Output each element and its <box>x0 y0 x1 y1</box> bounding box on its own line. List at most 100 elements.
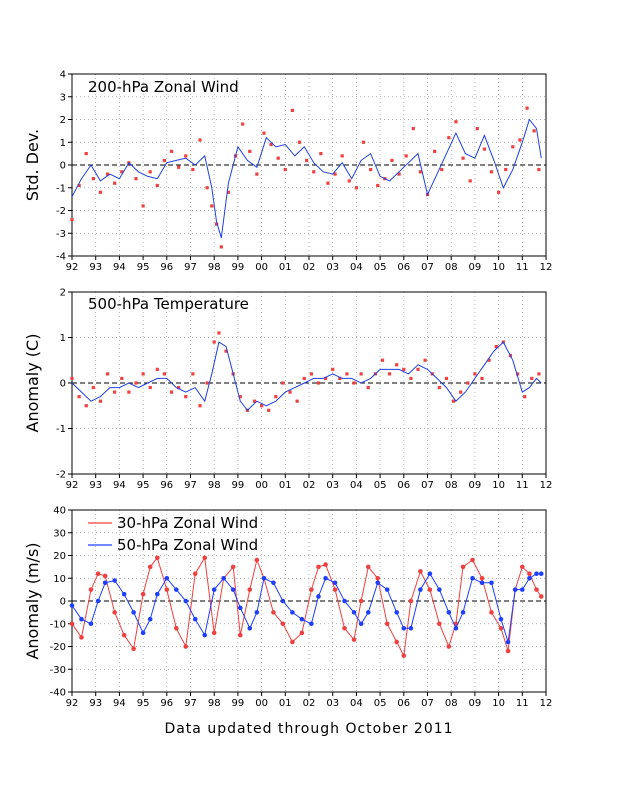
data-point <box>505 648 511 654</box>
data-point <box>254 557 260 563</box>
data-point <box>309 587 314 592</box>
data-point <box>454 120 458 124</box>
x-tick-label: 12 <box>540 262 553 273</box>
y-axis-label: Anomaly (C) <box>23 334 42 433</box>
data-point <box>418 569 423 574</box>
data-point <box>470 557 475 563</box>
x-tick-label: 95 <box>137 262 150 273</box>
data-point <box>527 571 532 576</box>
x-tick-label: 06 <box>397 480 410 491</box>
data-point <box>98 399 103 403</box>
data-point <box>446 644 452 649</box>
data-point <box>451 399 456 403</box>
data-point <box>473 372 477 376</box>
data-point <box>408 626 414 631</box>
data-point <box>271 610 276 615</box>
data-point <box>401 626 407 631</box>
data-point <box>418 170 422 174</box>
y-tick-label: -2 <box>56 470 66 481</box>
data-point <box>512 587 518 592</box>
data-point <box>468 179 472 183</box>
data-point <box>184 154 188 158</box>
y-tick-label: -10 <box>50 619 66 630</box>
data-point <box>105 172 110 176</box>
x-tick-label: 07 <box>421 480 434 491</box>
data-point <box>164 575 170 581</box>
data-point <box>262 131 266 135</box>
data-point <box>461 156 465 160</box>
y-tick-label: 20 <box>53 551 66 562</box>
data-point <box>290 639 295 645</box>
data-point <box>226 190 231 194</box>
data-point <box>267 408 271 412</box>
x-tick-label: 11 <box>516 698 529 709</box>
y-axis-label: Anomaly (m/s) <box>23 542 42 659</box>
data-point <box>237 632 243 638</box>
data-point <box>127 390 131 394</box>
x-tick-label: 12 <box>540 480 553 491</box>
data-point <box>210 204 214 208</box>
data-point <box>427 587 433 592</box>
y-tick-label: -20 <box>50 642 66 653</box>
data-point <box>147 616 153 622</box>
x-tick-label: 05 <box>374 262 387 273</box>
data-point <box>205 186 209 190</box>
data-point <box>69 603 75 608</box>
x-tick-label: 94 <box>113 480 126 491</box>
data-point <box>155 183 159 188</box>
x-tick-label: 92 <box>66 262 79 273</box>
data-point <box>202 632 208 638</box>
data-point <box>169 149 174 153</box>
y-tick-label: -3 <box>56 229 66 240</box>
data-point <box>121 632 127 638</box>
y-tick-label: 0 <box>60 597 66 608</box>
data-point <box>411 127 415 131</box>
x-tick-label: 01 <box>279 698 292 709</box>
panel-title: 200-hPa Zonal Wind <box>88 78 239 96</box>
data-point <box>77 183 81 188</box>
data-point <box>375 580 381 586</box>
data-point <box>352 381 356 385</box>
x-tick-label: 04 <box>350 262 363 273</box>
data-point <box>70 218 74 222</box>
data-point <box>283 167 287 172</box>
data-point <box>416 367 420 371</box>
data-point <box>376 183 380 188</box>
y-tick-label: 2 <box>60 115 66 126</box>
data-point <box>332 587 338 592</box>
x-tick-label: 94 <box>113 262 126 273</box>
data-point <box>319 152 323 156</box>
data-point <box>214 222 219 226</box>
data-point <box>95 571 101 576</box>
y-tick-label: 0 <box>60 161 66 172</box>
data-point <box>120 170 124 174</box>
x-tick-label: 05 <box>374 698 387 709</box>
data-point <box>91 177 95 181</box>
data-point <box>95 598 101 604</box>
data-point <box>402 367 406 371</box>
data-point <box>380 358 385 362</box>
data-marks <box>70 331 542 412</box>
data-point <box>525 106 529 110</box>
x-tick-label: 06 <box>397 262 410 273</box>
x-tick-label: 03 <box>326 480 339 491</box>
data-point <box>323 562 328 567</box>
data-point <box>221 575 226 581</box>
y-tick-label: -2 <box>56 206 66 217</box>
data-point <box>390 158 394 163</box>
panel-stratospheric-zonal-wind: 92 93 94 95 96 97 98 99 00 01 02 03 04 05 06 07 08 09 10 11… <box>23 506 552 710</box>
data-point <box>70 376 74 381</box>
x-tick-label: 99 <box>232 262 245 273</box>
data-point <box>252 399 257 403</box>
x-tick-label: 97 <box>184 480 197 491</box>
data-point <box>155 591 160 597</box>
x-tick-label: 02 <box>303 480 316 491</box>
data-point <box>365 610 371 615</box>
y-tick-label: 40 <box>53 506 66 517</box>
data-point <box>537 372 541 376</box>
data-point <box>219 245 223 249</box>
panel-200hpa-zonal-wind: 92 93 94 95 96 97 98 99 00 01 02 03 04 05 06 07 08 09 10 11… <box>23 70 552 274</box>
data-point <box>173 587 179 592</box>
data-point <box>173 626 179 631</box>
